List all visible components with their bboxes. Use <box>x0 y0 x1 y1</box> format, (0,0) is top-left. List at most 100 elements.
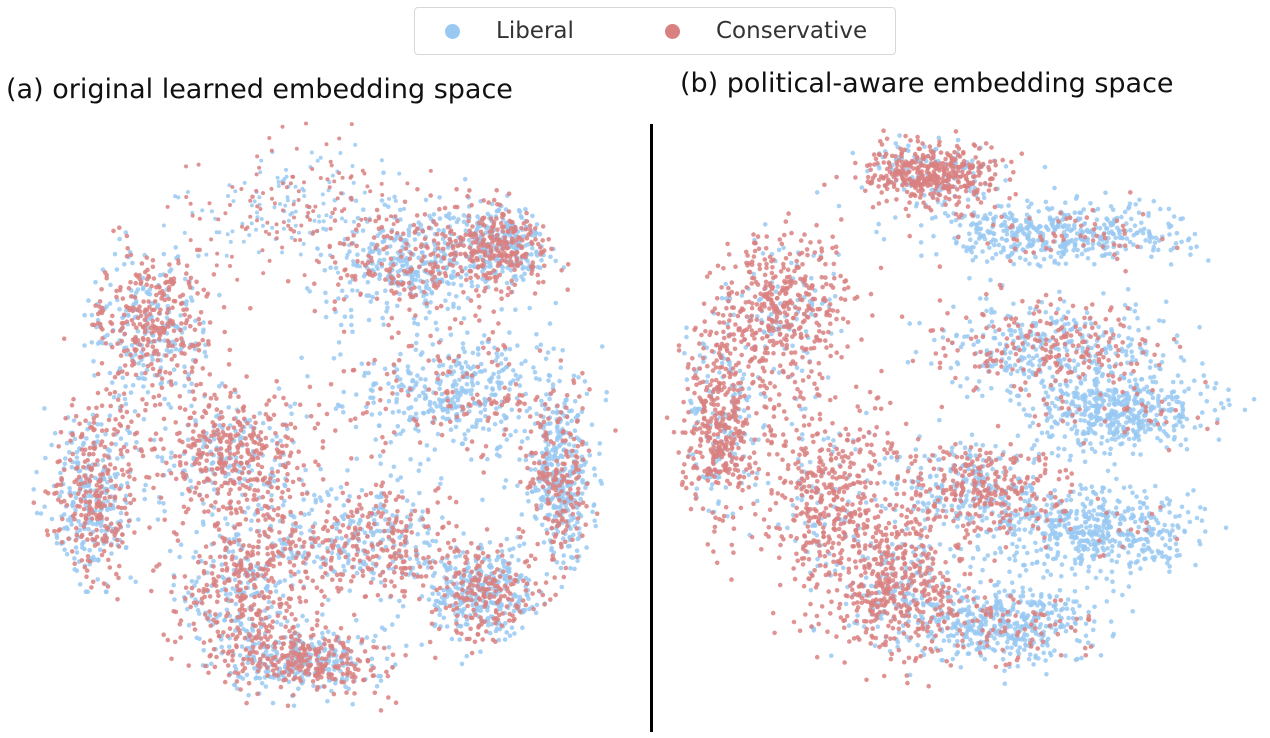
point-liberal <box>433 320 439 326</box>
point-liberal <box>109 380 115 385</box>
point-conservative <box>196 461 202 466</box>
point-conservative <box>486 200 491 205</box>
point-liberal <box>329 550 335 556</box>
point-conservative <box>495 263 501 269</box>
point-liberal <box>460 370 466 376</box>
point-conservative <box>202 408 207 414</box>
point-liberal <box>498 361 504 366</box>
point-liberal <box>105 479 110 485</box>
point-liberal <box>185 437 191 443</box>
point-conservative <box>154 564 159 569</box>
point-liberal <box>336 296 341 301</box>
point-conservative <box>565 262 571 267</box>
point-liberal <box>388 440 394 445</box>
point-conservative <box>257 533 262 538</box>
point-conservative <box>280 515 285 521</box>
point-conservative <box>310 231 315 236</box>
point-liberal <box>459 661 465 667</box>
point-liberal <box>417 285 422 290</box>
point-liberal <box>108 282 113 288</box>
point-liberal <box>579 409 585 415</box>
point-conservative <box>512 267 517 273</box>
point-conservative <box>178 327 183 333</box>
point-conservative <box>369 566 375 572</box>
point-conservative <box>278 551 284 557</box>
point-conservative <box>413 313 418 318</box>
point-conservative <box>351 367 357 373</box>
point-conservative <box>519 244 524 249</box>
point-conservative <box>231 462 237 468</box>
point-liberal <box>205 570 210 576</box>
point-conservative <box>192 627 198 632</box>
point-conservative <box>529 239 534 245</box>
point-conservative <box>124 233 130 239</box>
point-conservative <box>506 362 512 367</box>
point-conservative <box>194 279 199 285</box>
point-conservative <box>495 362 500 368</box>
point-liberal <box>402 206 406 211</box>
point-liberal <box>488 379 493 385</box>
point-conservative <box>288 509 293 515</box>
point-liberal <box>413 382 419 388</box>
point-conservative <box>293 555 299 560</box>
point-liberal <box>167 269 172 274</box>
point-conservative <box>290 527 295 532</box>
point-liberal <box>370 395 376 401</box>
point-conservative <box>292 571 297 577</box>
point-conservative <box>137 342 143 347</box>
point-liberal <box>507 330 512 335</box>
point-conservative <box>485 242 491 248</box>
point-conservative <box>402 538 408 543</box>
point-liberal <box>557 378 562 384</box>
point-conservative <box>275 469 281 474</box>
point-liberal <box>570 464 575 470</box>
point-liberal <box>442 563 448 568</box>
point-conservative <box>342 268 347 273</box>
point-conservative <box>226 491 232 497</box>
point-conservative <box>293 238 298 243</box>
point-liberal <box>486 623 491 628</box>
point-conservative <box>393 214 398 219</box>
point-liberal <box>517 457 522 462</box>
point-liberal <box>571 532 576 538</box>
legend-label-liberal: Liberal <box>496 18 574 44</box>
point-conservative <box>469 202 474 208</box>
point-conservative <box>285 279 291 284</box>
point-conservative <box>297 537 302 542</box>
point-liberal <box>546 442 551 447</box>
point-liberal <box>569 418 574 424</box>
point-liberal <box>451 269 456 274</box>
point-conservative <box>257 165 262 170</box>
point-conservative <box>164 353 169 358</box>
point-liberal <box>423 393 428 398</box>
point-liberal <box>303 467 308 473</box>
point-conservative <box>235 444 240 449</box>
point-liberal <box>567 543 572 549</box>
point-liberal <box>467 573 473 579</box>
point-liberal <box>331 356 337 361</box>
point-liberal <box>227 463 233 469</box>
point-conservative <box>293 543 299 549</box>
point-conservative <box>266 629 272 634</box>
point-liberal <box>494 406 499 411</box>
point-liberal <box>572 566 577 572</box>
point-liberal <box>519 274 524 279</box>
point-conservative <box>158 495 164 501</box>
point-conservative <box>313 459 318 465</box>
point-conservative <box>440 525 445 530</box>
point-liberal <box>98 508 103 514</box>
point-liberal <box>123 384 128 389</box>
point-liberal <box>460 341 466 346</box>
point-conservative <box>383 440 388 446</box>
point-liberal <box>515 377 520 382</box>
point-liberal <box>329 688 334 694</box>
point-conservative <box>137 272 142 278</box>
point-conservative <box>181 474 186 480</box>
point-liberal <box>545 350 551 355</box>
point-conservative <box>184 307 189 312</box>
point-conservative <box>404 523 409 529</box>
point-conservative <box>316 402 322 408</box>
point-liberal <box>270 700 276 706</box>
point-liberal <box>313 500 319 505</box>
point-liberal <box>498 606 503 612</box>
